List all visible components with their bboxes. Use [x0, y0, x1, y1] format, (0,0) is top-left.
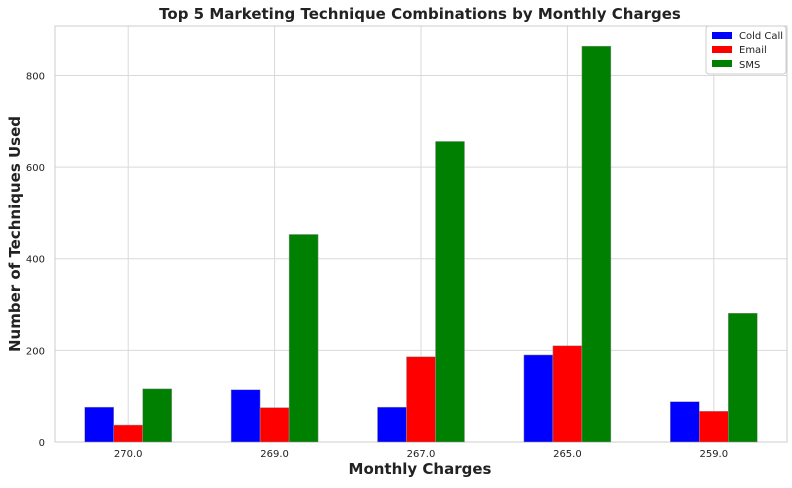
bars-layer	[84, 45, 758, 443]
bar-email	[406, 356, 436, 443]
x-tick-label: 270.0	[114, 449, 143, 460]
legend: Cold Call Email SMS	[705, 25, 787, 75]
bar-sms	[142, 388, 172, 443]
y-tick-label: 0	[39, 438, 45, 449]
bar-sms	[581, 45, 612, 443]
bar-email	[113, 424, 143, 443]
legend-label-cold-call: Cold Call	[739, 31, 783, 42]
bar-cold-call	[230, 389, 261, 443]
x-tick-label: 265.0	[553, 449, 582, 460]
grid-layer	[55, 26, 787, 443]
bar-email	[259, 407, 290, 443]
y-axis-title: Number of Techniques Used	[6, 116, 24, 352]
bar-sms	[435, 141, 465, 443]
y-tick-label: 200	[26, 346, 45, 357]
bar-cold-call	[523, 354, 554, 443]
bar-sms	[288, 234, 319, 443]
x-tick-label: 267.0	[407, 449, 436, 460]
x-tick-label: 259.0	[699, 449, 728, 460]
y-tick-label: 400	[26, 255, 45, 266]
x-axis-ticks: 270.0 269.0 267.0 265.0 259.0	[114, 449, 728, 460]
bar-email	[699, 411, 729, 443]
legend-label-sms: SMS	[739, 60, 760, 71]
x-axis-title: Monthly Charges	[349, 460, 492, 478]
y-tick-label: 800	[26, 71, 45, 82]
legend-swatch-sms	[712, 60, 732, 67]
bar-cold-call	[377, 406, 407, 443]
x-tick-label: 269.0	[260, 449, 289, 460]
legend-swatch-email	[712, 46, 732, 53]
chart-title: Top 5 Marketing Technique Combinations b…	[159, 5, 681, 23]
bar-email	[552, 345, 583, 443]
y-axis-ticks: 0 200 400 600 800	[26, 71, 45, 449]
legend-swatch-cold-call	[712, 32, 732, 39]
legend-label-email: Email	[739, 45, 767, 56]
bar-cold-call	[670, 401, 700, 443]
bar-sms	[728, 313, 758, 443]
bar-cold-call	[84, 406, 114, 443]
y-tick-label: 600	[26, 163, 45, 174]
